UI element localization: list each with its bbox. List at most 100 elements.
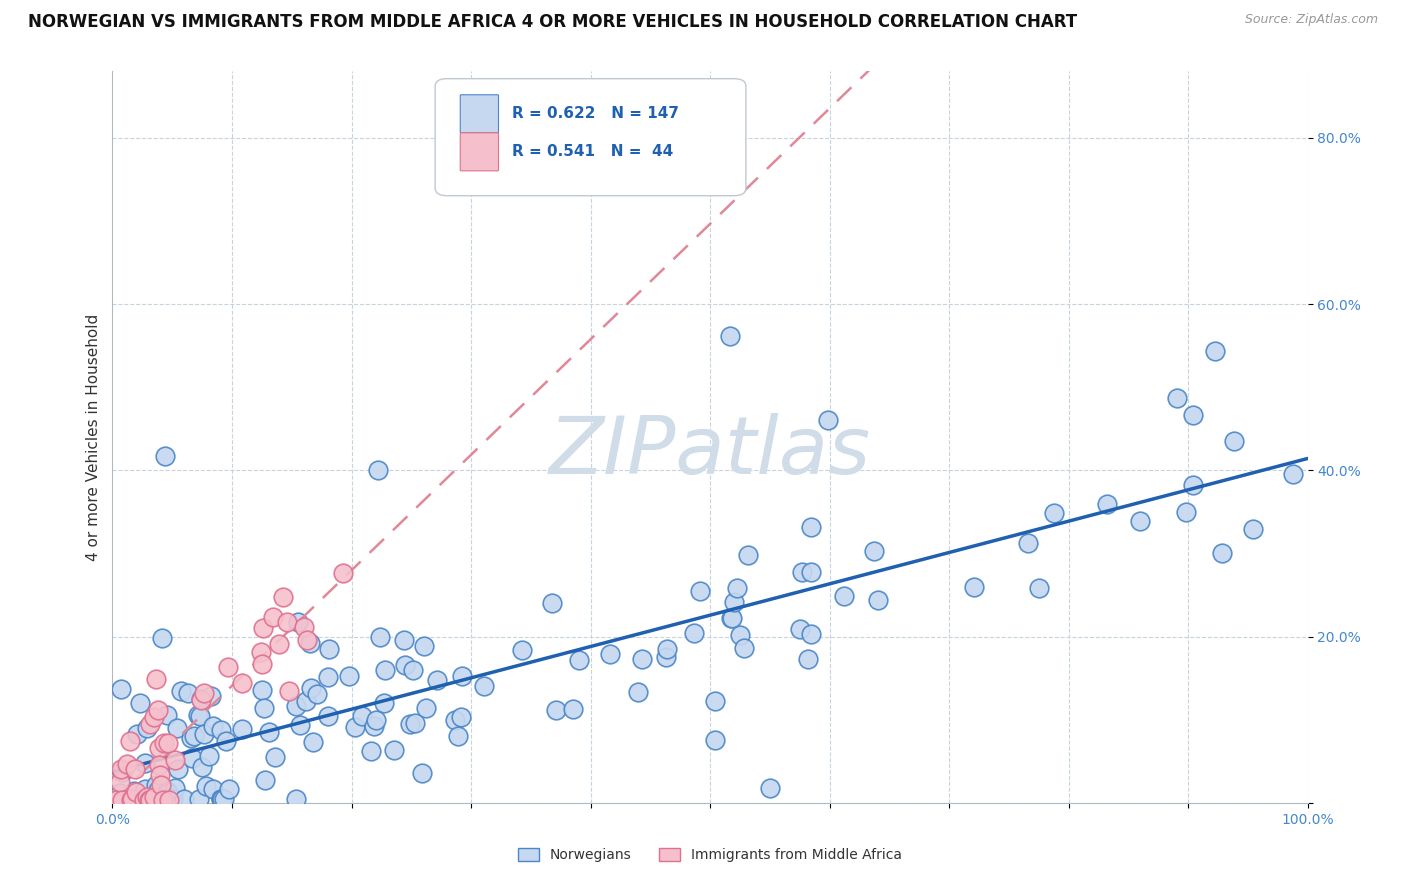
Point [132,793,155,807]
Point [868,592,890,607]
Point [212,791,235,805]
Point [1181,408,1204,422]
Point [368,630,391,644]
Point [146,791,169,805]
Point [797,652,820,666]
Point [394,658,416,673]
Point [138,793,160,807]
Point [110,762,132,776]
Point [157,736,180,750]
Point [105,793,128,807]
Point [295,694,318,708]
Point [720,611,742,625]
Point [162,791,184,805]
Point [1028,582,1050,596]
Point [138,717,160,731]
Point [120,734,142,748]
Point [135,789,157,804]
Y-axis label: 4 or more Vehicles in Household: 4 or more Vehicles in Household [86,313,101,561]
Point [129,696,152,710]
Point [363,719,385,733]
Point [142,789,165,804]
Point [285,698,308,713]
Point [162,791,184,805]
Point [150,631,173,645]
Point [1223,434,1246,448]
Point [145,673,167,687]
Point [832,589,855,603]
Point [157,793,180,807]
Point [201,719,224,733]
Point [759,781,782,796]
Point [253,773,276,788]
Point [790,565,813,579]
Point [143,791,166,805]
Point [160,791,183,805]
Point [111,793,134,807]
Point [350,709,373,723]
Point [146,783,169,797]
Point [183,729,205,743]
Point [181,751,204,765]
Point [209,791,232,805]
Point [135,721,157,735]
Point [148,740,170,755]
Point [231,722,253,736]
Point [209,791,232,805]
Point [288,718,311,732]
Text: ZIPatlas: ZIPatlas [548,413,872,491]
Point [134,782,156,797]
Point [683,626,706,640]
Point [800,627,823,641]
Point [193,727,215,741]
Legend: Norwegians, Immigrants from Middle Africa: Norwegians, Immigrants from Middle Afric… [510,841,910,869]
Point [264,750,287,764]
Point [1241,522,1264,536]
Point [156,784,179,798]
Point [373,697,395,711]
Point [963,580,986,594]
Point [1166,391,1188,405]
Point [404,715,426,730]
Point [163,781,186,796]
Point [1204,344,1226,359]
Point [194,779,217,793]
Point [450,710,472,724]
Point [257,725,280,739]
Point [415,700,437,714]
Point [190,691,212,706]
Point [117,791,139,805]
Point [568,653,591,667]
Point [127,791,149,805]
Point [292,620,315,634]
Point [366,713,388,727]
Point [122,784,145,798]
Point [1175,505,1198,519]
Point [250,657,273,671]
Point [200,689,222,703]
Point [382,743,405,757]
Point [253,701,276,715]
Point [108,775,131,789]
Point [145,791,167,805]
Point [190,693,212,707]
Point [110,681,132,696]
Point [120,793,142,807]
Point [146,703,169,717]
Point [152,793,174,807]
Point [544,703,567,717]
Point [155,791,177,805]
Point [733,641,755,656]
Point [1281,467,1303,481]
Point [125,785,148,799]
Point [318,670,340,684]
Point [412,640,434,654]
Point [125,726,148,740]
Point [443,714,465,728]
Point [703,733,725,747]
Point [337,669,360,683]
Point [374,663,396,677]
Point [510,643,533,657]
Point [271,590,294,604]
Point [180,731,202,745]
